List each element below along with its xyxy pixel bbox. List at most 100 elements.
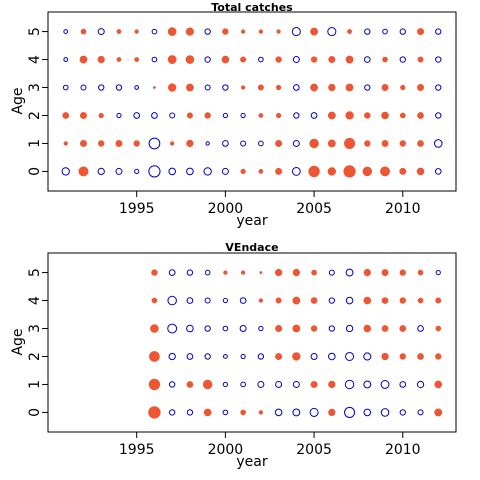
bubble-point-negative <box>292 408 301 417</box>
bubble-point-positive <box>153 86 156 89</box>
bubble-point-negative <box>148 137 161 150</box>
bubble-point-positive <box>381 269 389 277</box>
bubble-point-negative <box>222 381 229 388</box>
bubble-point-positive <box>345 55 354 64</box>
bubble-point-negative <box>327 27 337 37</box>
bubble-point-negative <box>98 84 105 91</box>
bubble-point-negative <box>293 112 300 119</box>
bubble-point-positive <box>258 169 264 174</box>
y-tick-label: 0 <box>27 408 43 417</box>
bubble-point-positive <box>328 83 336 92</box>
bubble-point-negative <box>204 353 211 360</box>
bubble-point-positive <box>203 408 212 417</box>
y-tick-label: 3 <box>27 324 43 333</box>
bubble-point-negative <box>258 325 264 332</box>
bubble-point-negative <box>222 325 229 332</box>
bubble-point-positive <box>417 269 424 276</box>
bubble-point-negative <box>291 167 301 176</box>
y-tick-label: 1 <box>27 380 43 389</box>
bubble-point-positive <box>186 112 193 119</box>
bubble-point-negative <box>168 167 176 176</box>
x-tick-label: 1995 <box>119 201 155 217</box>
y-tick-label: 4 <box>27 296 43 305</box>
bubble-point-negative <box>364 28 371 35</box>
bubble-point-positive <box>345 83 354 92</box>
bubble-point-negative <box>344 406 356 418</box>
bubble-point-positive <box>204 112 211 119</box>
bubble-point-positive <box>79 55 88 64</box>
bubble-point-negative <box>363 352 372 361</box>
bubble-point-negative <box>169 112 176 119</box>
bubble-point-positive <box>80 28 87 35</box>
bubble-point-negative <box>168 269 176 276</box>
bubble-point-positive <box>63 141 68 146</box>
y-tick-label: 5 <box>27 268 43 277</box>
bubble-point-positive <box>167 27 177 36</box>
y-tick-label: 3 <box>27 83 43 92</box>
bubble-point-positive <box>400 84 406 91</box>
bubble-point-positive <box>399 297 406 304</box>
bubble-point-negative <box>433 139 443 148</box>
bubble-point-negative <box>151 112 158 119</box>
bubble-point-negative <box>399 381 407 388</box>
y-tick-label: 5 <box>27 27 43 36</box>
x-tick-label: 2010 <box>385 201 421 217</box>
bubble-point-positive <box>381 139 389 147</box>
bubble-point-negative <box>363 56 371 63</box>
bubble-point-positive <box>292 324 301 333</box>
bubble-point-negative <box>204 84 211 91</box>
bubble-point-negative <box>186 324 194 333</box>
bubble-point-negative <box>148 165 161 178</box>
bubble-point-negative <box>186 353 194 360</box>
bubble-point-positive <box>259 271 263 274</box>
bubble-point-positive <box>78 166 89 177</box>
bubble-point-positive <box>185 27 194 36</box>
bubble-point-positive <box>364 140 371 147</box>
panel-total-catches: Total catches year Age 1995 2000 2005 2 0 10 … <box>10 1 457 229</box>
bubble-point-negative <box>435 28 442 35</box>
bubble-point-positive <box>134 29 139 34</box>
bubble-point-positive <box>381 352 389 361</box>
bubble-point-positive <box>116 29 122 34</box>
bubble-point-negative <box>416 380 425 389</box>
y-axis-ticks: 0 1 2 3 4 5 <box>27 268 48 417</box>
bubble-point-positive <box>258 410 264 415</box>
bubble-point-negative <box>328 297 336 304</box>
bubble-point-positive <box>363 324 372 333</box>
bubble-point-negative <box>115 167 123 175</box>
bubble-point-positive <box>399 269 406 276</box>
bubble-point-negative <box>186 409 194 416</box>
bubble-point-positive <box>275 139 283 147</box>
bubble-point-positive <box>98 140 105 147</box>
bubble-point-negative <box>292 139 300 147</box>
bubble-point-positive <box>344 137 356 149</box>
bubble-point-positive <box>310 325 318 332</box>
bubble-point-positive <box>240 56 247 63</box>
bubble-point-negative <box>168 409 176 416</box>
bubble-point-positive <box>185 83 194 92</box>
plot-frame <box>47 252 457 433</box>
bubble-point-negative <box>97 28 105 36</box>
bubble-point-positive <box>148 406 161 419</box>
bubble-point-negative <box>292 380 300 388</box>
bubble-point-negative <box>435 84 442 91</box>
bubble-point-positive <box>186 139 194 148</box>
bubble-point-positive <box>399 140 406 147</box>
bubble-point-negative <box>186 269 194 276</box>
x-axis-label: year <box>236 213 267 229</box>
bubble-point-negative <box>345 351 355 362</box>
bubble-point-negative <box>240 112 246 119</box>
bubble-point-negative <box>291 27 301 37</box>
y-axis-label: Age <box>10 328 26 355</box>
bubble-point-positive <box>133 140 140 147</box>
bubble-point-negative <box>344 379 355 390</box>
bubble-point-positive <box>417 28 425 36</box>
bubble-point-positive <box>310 380 318 388</box>
bubble-point-negative <box>328 352 336 361</box>
bubble-point-positive <box>381 325 389 332</box>
bubble-point-negative <box>168 381 176 388</box>
bubble-point-positive <box>381 84 389 92</box>
bubble-point-positive <box>221 55 230 64</box>
bubble-point-negative <box>151 28 158 35</box>
